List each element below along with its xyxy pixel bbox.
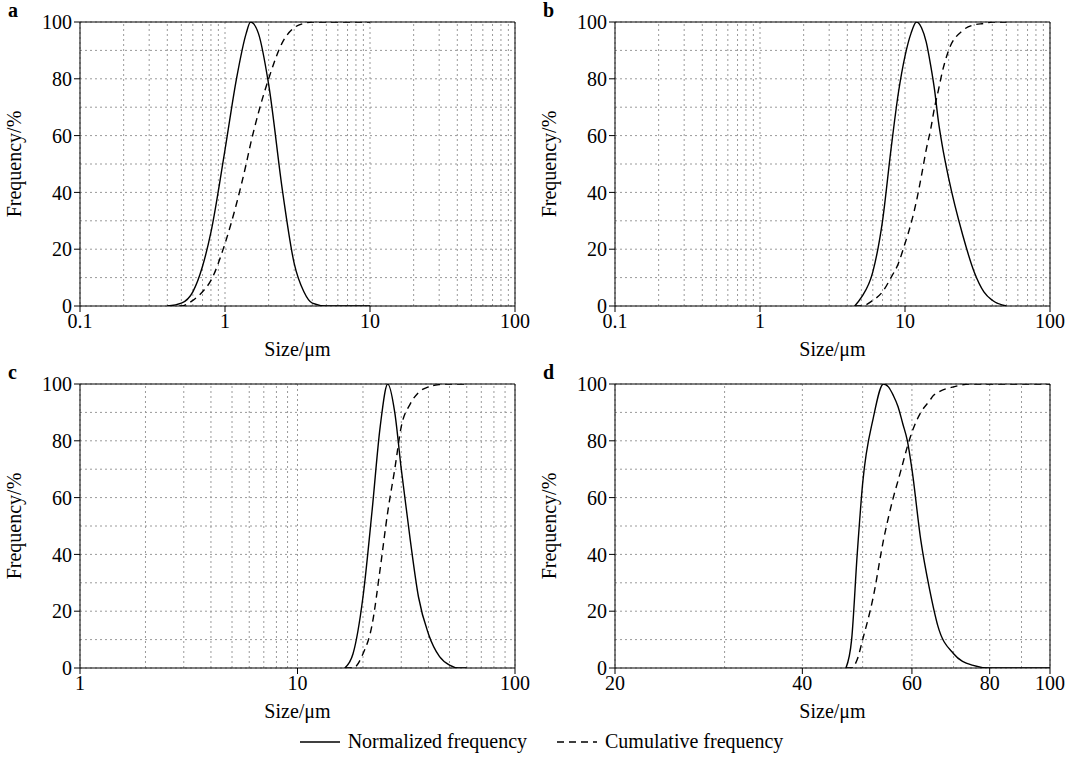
svg-text:80: 80: [587, 430, 607, 452]
html-text:c: c: [8, 361, 17, 383]
html-text:Cumulative frequency: Cumulative frequency: [605, 730, 784, 752]
svg-text:80: 80: [52, 68, 72, 90]
svg-text:80: 80: [980, 672, 1000, 694]
svg-text:Size/μm: Size/μm: [264, 338, 331, 361]
svg-text:Frequency/%: Frequency/%: [4, 473, 26, 580]
svg-text:0: 0: [597, 657, 607, 679]
svg-text:10: 10: [288, 672, 308, 694]
html-text:Normalized frequency: Normalized frequency: [347, 730, 527, 752]
svg-text:10: 10: [360, 310, 380, 332]
svg-text:0.1: 0.1: [602, 310, 628, 333]
svg-text:Size/μm: Size/μm: [264, 700, 331, 723]
html-text:b: b: [543, 0, 555, 21]
svg-text:40: 40: [52, 182, 72, 204]
svg-text:60: 60: [902, 672, 922, 694]
svg-text:60: 60: [587, 125, 607, 147]
svg-text:80: 80: [52, 430, 72, 452]
svg-text:1: 1: [75, 672, 85, 694]
svg-text:60: 60: [52, 487, 72, 509]
svg-text:Size/μm: Size/μm: [799, 338, 866, 361]
svg-text:Size/μm: Size/μm: [799, 700, 866, 723]
svg-text:40: 40: [52, 544, 72, 566]
svg-text:0: 0: [62, 295, 72, 317]
html-text:a: a: [8, 0, 18, 21]
svg-text:20: 20: [587, 600, 607, 622]
svg-text:20: 20: [587, 238, 607, 260]
svg-text:40: 40: [587, 544, 607, 566]
svg-text:100: 100: [577, 11, 607, 33]
svg-text:Frequency/%: Frequency/%: [539, 111, 561, 218]
svg-text:20: 20: [605, 672, 625, 694]
svg-text:100: 100: [577, 373, 607, 395]
svg-text:1: 1: [755, 310, 765, 332]
svg-text:20: 20: [52, 600, 72, 622]
svg-text:0: 0: [597, 295, 607, 317]
svg-text:60: 60: [587, 487, 607, 509]
svg-text:100: 100: [1035, 672, 1065, 694]
svg-text:80: 80: [587, 68, 607, 90]
svg-text:1: 1: [220, 310, 230, 332]
svg-text:0: 0: [62, 657, 72, 679]
svg-text:60: 60: [52, 125, 72, 147]
svg-text:Frequency/%: Frequency/%: [4, 111, 26, 218]
svg-text:100: 100: [500, 310, 530, 332]
html-text:d: d: [543, 361, 555, 383]
svg-text:100: 100: [500, 672, 530, 694]
svg-text:40: 40: [587, 182, 607, 204]
svg-text:100: 100: [1035, 310, 1065, 332]
svg-text:Frequency/%: Frequency/%: [539, 473, 561, 580]
svg-text:100: 100: [42, 373, 72, 395]
svg-text:20: 20: [52, 238, 72, 260]
svg-text:10: 10: [895, 310, 915, 332]
svg-text:40: 40: [792, 672, 812, 694]
svg-text:100: 100: [42, 11, 72, 33]
svg-text:0.1: 0.1: [67, 310, 93, 333]
